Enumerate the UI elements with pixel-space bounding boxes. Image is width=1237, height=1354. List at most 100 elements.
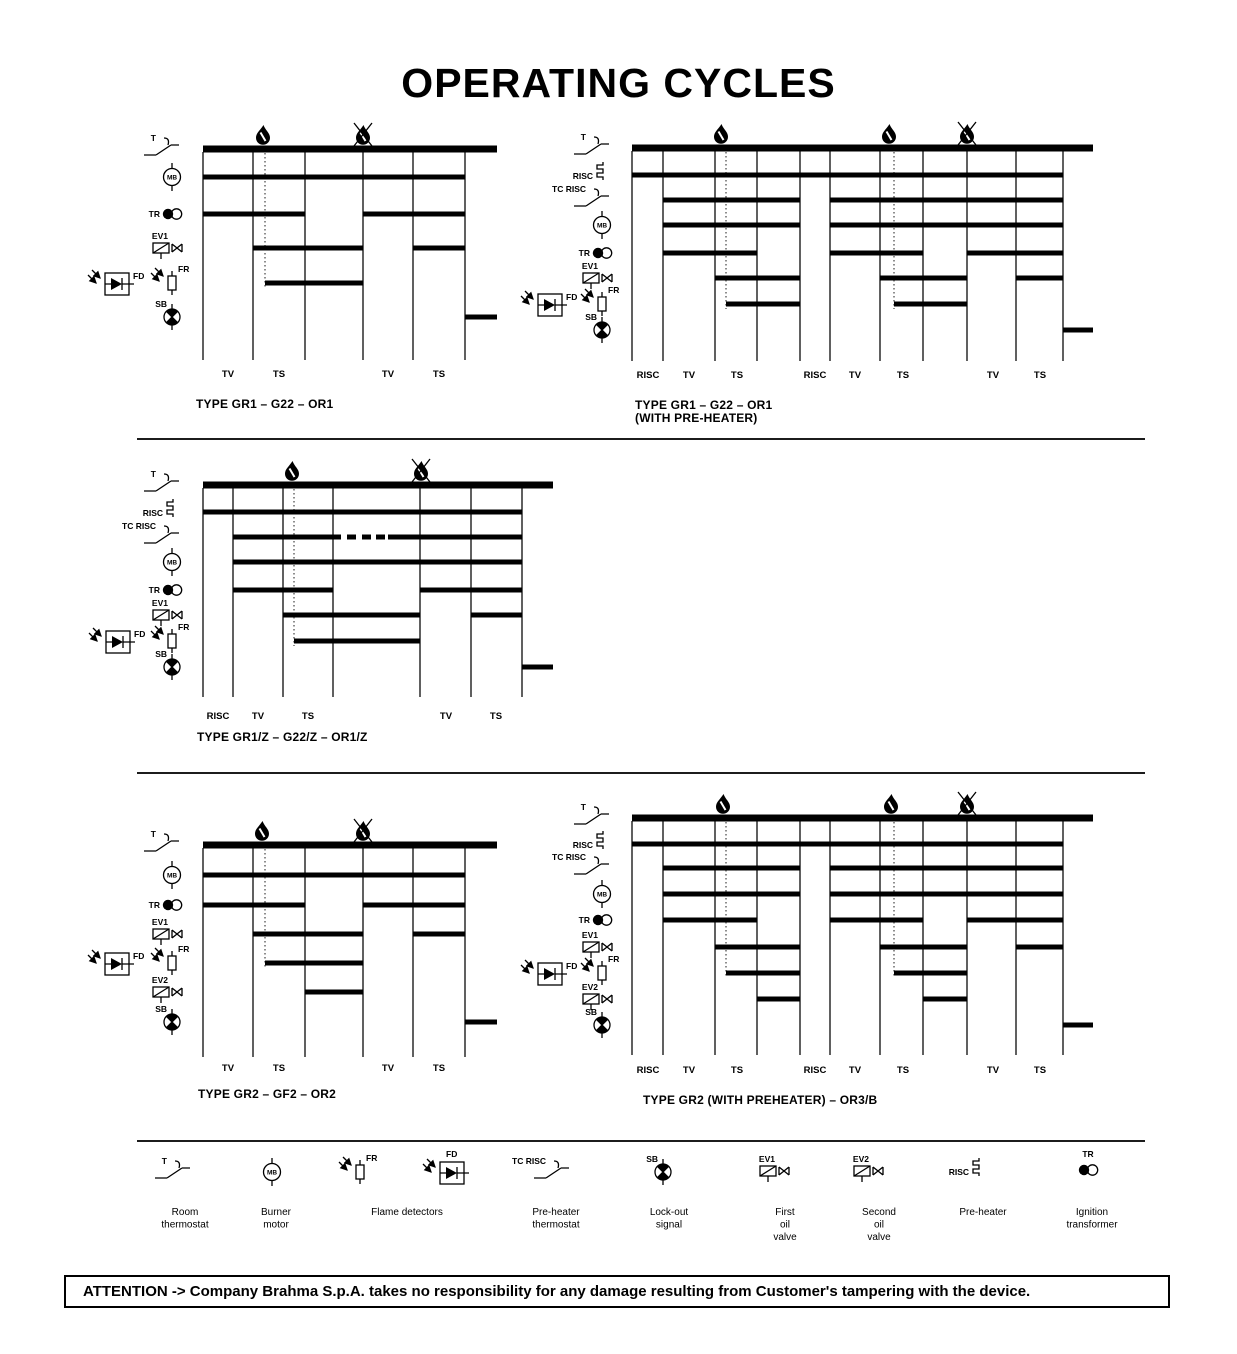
signal-bar-ev2 xyxy=(305,989,363,995)
phase-label: TS xyxy=(273,1063,285,1074)
lamp-icon xyxy=(593,317,611,343)
page-title: OPERATING CYCLES xyxy=(401,60,836,106)
valve-icon xyxy=(152,242,183,259)
signal-bar-fr xyxy=(265,960,363,966)
signal-bar-fr xyxy=(726,970,800,976)
symbol-tag: EV2 xyxy=(152,975,168,985)
lamp-icon xyxy=(654,1159,672,1185)
signal-bar-ev2 xyxy=(923,996,967,1002)
motor-icon: MB xyxy=(592,880,612,908)
svg-text:MB: MB xyxy=(267,1169,277,1176)
timing-chart-gr1-g22-or1-preheater: T RISC TC RISC MB TR EV1 FR SB FD RISC TV TS RISC TV T… xyxy=(520,121,1093,425)
signal-bar-sb xyxy=(1063,1022,1093,1028)
symbol-tag: T xyxy=(151,133,157,143)
flame-icon xyxy=(714,124,728,144)
signal-bar-ev1 xyxy=(1016,944,1063,950)
symbol-tag: EV2 xyxy=(853,1154,869,1164)
thermostat-icon xyxy=(574,136,609,155)
symbol-tag: EV1 xyxy=(582,930,598,940)
phase-label: TV xyxy=(222,369,235,380)
symbol-tag: SB xyxy=(585,1007,597,1017)
transformer-icon xyxy=(162,899,183,911)
signal-bar-tc-risc xyxy=(830,197,1063,203)
flame-icon xyxy=(285,461,299,481)
signal-bar-ev2 xyxy=(757,996,800,1002)
symbol-tag: TC RISC xyxy=(552,184,586,194)
heater-icon xyxy=(596,831,604,849)
photodiode-icon xyxy=(520,290,567,317)
attention-box: ATTENTION -> Company Brahma S.p.A. takes… xyxy=(64,1275,1170,1308)
symbol-tag: EV1 xyxy=(582,261,598,271)
signal-bar-ev1 xyxy=(413,245,465,251)
svg-text:MB: MB xyxy=(167,559,177,566)
chart-title: TYPE GR2 (WITH PREHEATER) – OR3/B xyxy=(643,1093,878,1107)
signal-bar-risc xyxy=(203,509,522,515)
transformer-icon xyxy=(592,247,613,259)
phase-label: TV xyxy=(252,711,265,722)
phase-label: TV xyxy=(987,1065,1000,1076)
symbol-tag: SB xyxy=(155,299,167,309)
legend-label: oil xyxy=(780,1220,790,1231)
symbol-tag: FD xyxy=(566,961,577,971)
flame-icon xyxy=(884,794,898,814)
phase-label: RISC xyxy=(804,1065,827,1076)
legend-label: Flame detectors xyxy=(371,1207,443,1218)
symbol-tag: FR xyxy=(178,944,189,954)
thermostat-icon xyxy=(144,833,179,852)
symbol-tag: FD xyxy=(133,271,144,281)
symbol-tag: EV1 xyxy=(152,917,168,927)
photoresistor-icon xyxy=(580,957,607,985)
transformer-icon xyxy=(592,914,613,926)
phase-label: TV xyxy=(440,711,453,722)
signal-bar-mb xyxy=(663,222,800,228)
signal-bar-fr xyxy=(894,970,967,976)
symbol-tag: EV1 xyxy=(759,1154,775,1164)
legend-label: signal xyxy=(656,1220,682,1231)
signal-bar-ev1 xyxy=(413,931,465,937)
signal-bar-mb xyxy=(203,174,465,180)
phase-label: TV xyxy=(683,370,696,381)
phase-label: TS xyxy=(1034,1065,1046,1076)
legend-label: First xyxy=(775,1207,795,1218)
symbol-tag: RISC xyxy=(573,840,593,850)
symbol-tag: FR xyxy=(608,954,619,964)
signal-bar-tr xyxy=(363,902,465,908)
symbol-tag: RISC xyxy=(143,508,163,518)
signal-bar-tr xyxy=(967,917,1063,923)
symbol-tag: FD xyxy=(446,1149,457,1159)
thermostat-icon xyxy=(574,188,609,207)
phase-label: TS xyxy=(302,711,314,722)
signal-bar-tr xyxy=(203,211,305,217)
thermostat-icon xyxy=(574,806,609,825)
flame-icon xyxy=(256,125,270,145)
signal-bar-fr xyxy=(294,638,420,644)
symbol-tag: T xyxy=(151,469,157,479)
symbol-tag: T xyxy=(151,829,157,839)
legend-label: oil xyxy=(874,1220,884,1231)
motor-icon: MB xyxy=(162,163,182,191)
signal-bar-tc-risc xyxy=(663,865,800,871)
signal-bar-ev1 xyxy=(715,944,800,950)
symbol-tag: FD xyxy=(566,292,577,302)
transformer-icon xyxy=(162,208,183,220)
thermostat-icon xyxy=(144,137,179,156)
phase-label: RISC xyxy=(207,711,230,722)
photoresistor-icon xyxy=(150,267,177,295)
svg-text:MB: MB xyxy=(167,872,177,879)
legend-label: transformer xyxy=(1066,1220,1118,1231)
phase-label: TS xyxy=(490,711,502,722)
signal-bar-sb xyxy=(522,664,553,670)
valve-icon xyxy=(582,993,613,1010)
chart-title: TYPE GR1 – G22 – OR1 xyxy=(635,398,773,412)
flame-icon xyxy=(716,794,730,814)
signal-bar-tr xyxy=(420,587,522,593)
symbol-tag: EV1 xyxy=(152,598,168,608)
legend-label: motor xyxy=(263,1220,289,1231)
crossed-flame-icon xyxy=(957,791,977,816)
symbol-tag: FR xyxy=(178,264,189,274)
signal-bar-tc-risc xyxy=(830,865,1063,871)
phase-label: TS xyxy=(273,369,285,380)
legend-label: Burner xyxy=(261,1207,292,1218)
legend-label: valve xyxy=(773,1232,797,1243)
